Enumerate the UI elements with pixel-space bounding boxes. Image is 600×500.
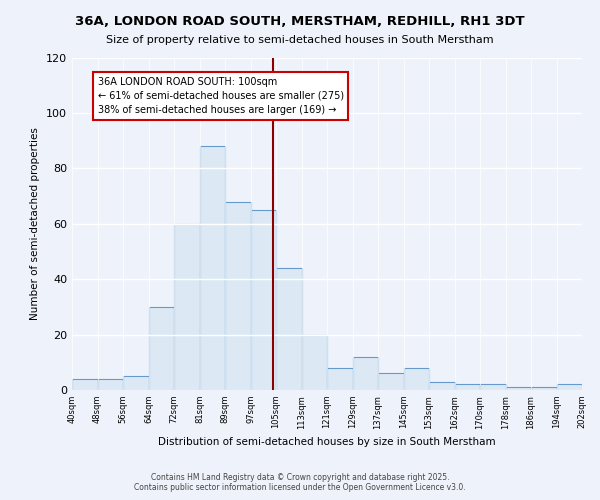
Bar xyxy=(455,384,480,390)
Bar xyxy=(199,146,225,390)
Bar xyxy=(505,387,531,390)
Bar xyxy=(149,307,174,390)
Text: 36A LONDON ROAD SOUTH: 100sqm
← 61% of semi-detached houses are smaller (275)
38: 36A LONDON ROAD SOUTH: 100sqm ← 61% of s… xyxy=(97,77,344,115)
Bar xyxy=(480,384,505,390)
Bar xyxy=(123,376,149,390)
Bar xyxy=(97,379,123,390)
Bar xyxy=(353,357,378,390)
Bar xyxy=(72,379,97,390)
Bar xyxy=(429,382,455,390)
Bar xyxy=(251,210,276,390)
Text: Size of property relative to semi-detached houses in South Merstham: Size of property relative to semi-detach… xyxy=(106,35,494,45)
Text: Contains HM Land Registry data © Crown copyright and database right 2025.
Contai: Contains HM Land Registry data © Crown c… xyxy=(134,473,466,492)
Bar xyxy=(327,368,353,390)
Bar xyxy=(302,334,327,390)
Bar xyxy=(531,387,557,390)
Bar xyxy=(276,268,302,390)
Bar xyxy=(404,368,429,390)
Y-axis label: Number of semi-detached properties: Number of semi-detached properties xyxy=(31,128,40,320)
Bar xyxy=(225,202,251,390)
Bar xyxy=(557,384,582,390)
Bar xyxy=(174,224,199,390)
X-axis label: Distribution of semi-detached houses by size in South Merstham: Distribution of semi-detached houses by … xyxy=(158,437,496,447)
Bar xyxy=(378,374,404,390)
Text: 36A, LONDON ROAD SOUTH, MERSTHAM, REDHILL, RH1 3DT: 36A, LONDON ROAD SOUTH, MERSTHAM, REDHIL… xyxy=(75,15,525,28)
